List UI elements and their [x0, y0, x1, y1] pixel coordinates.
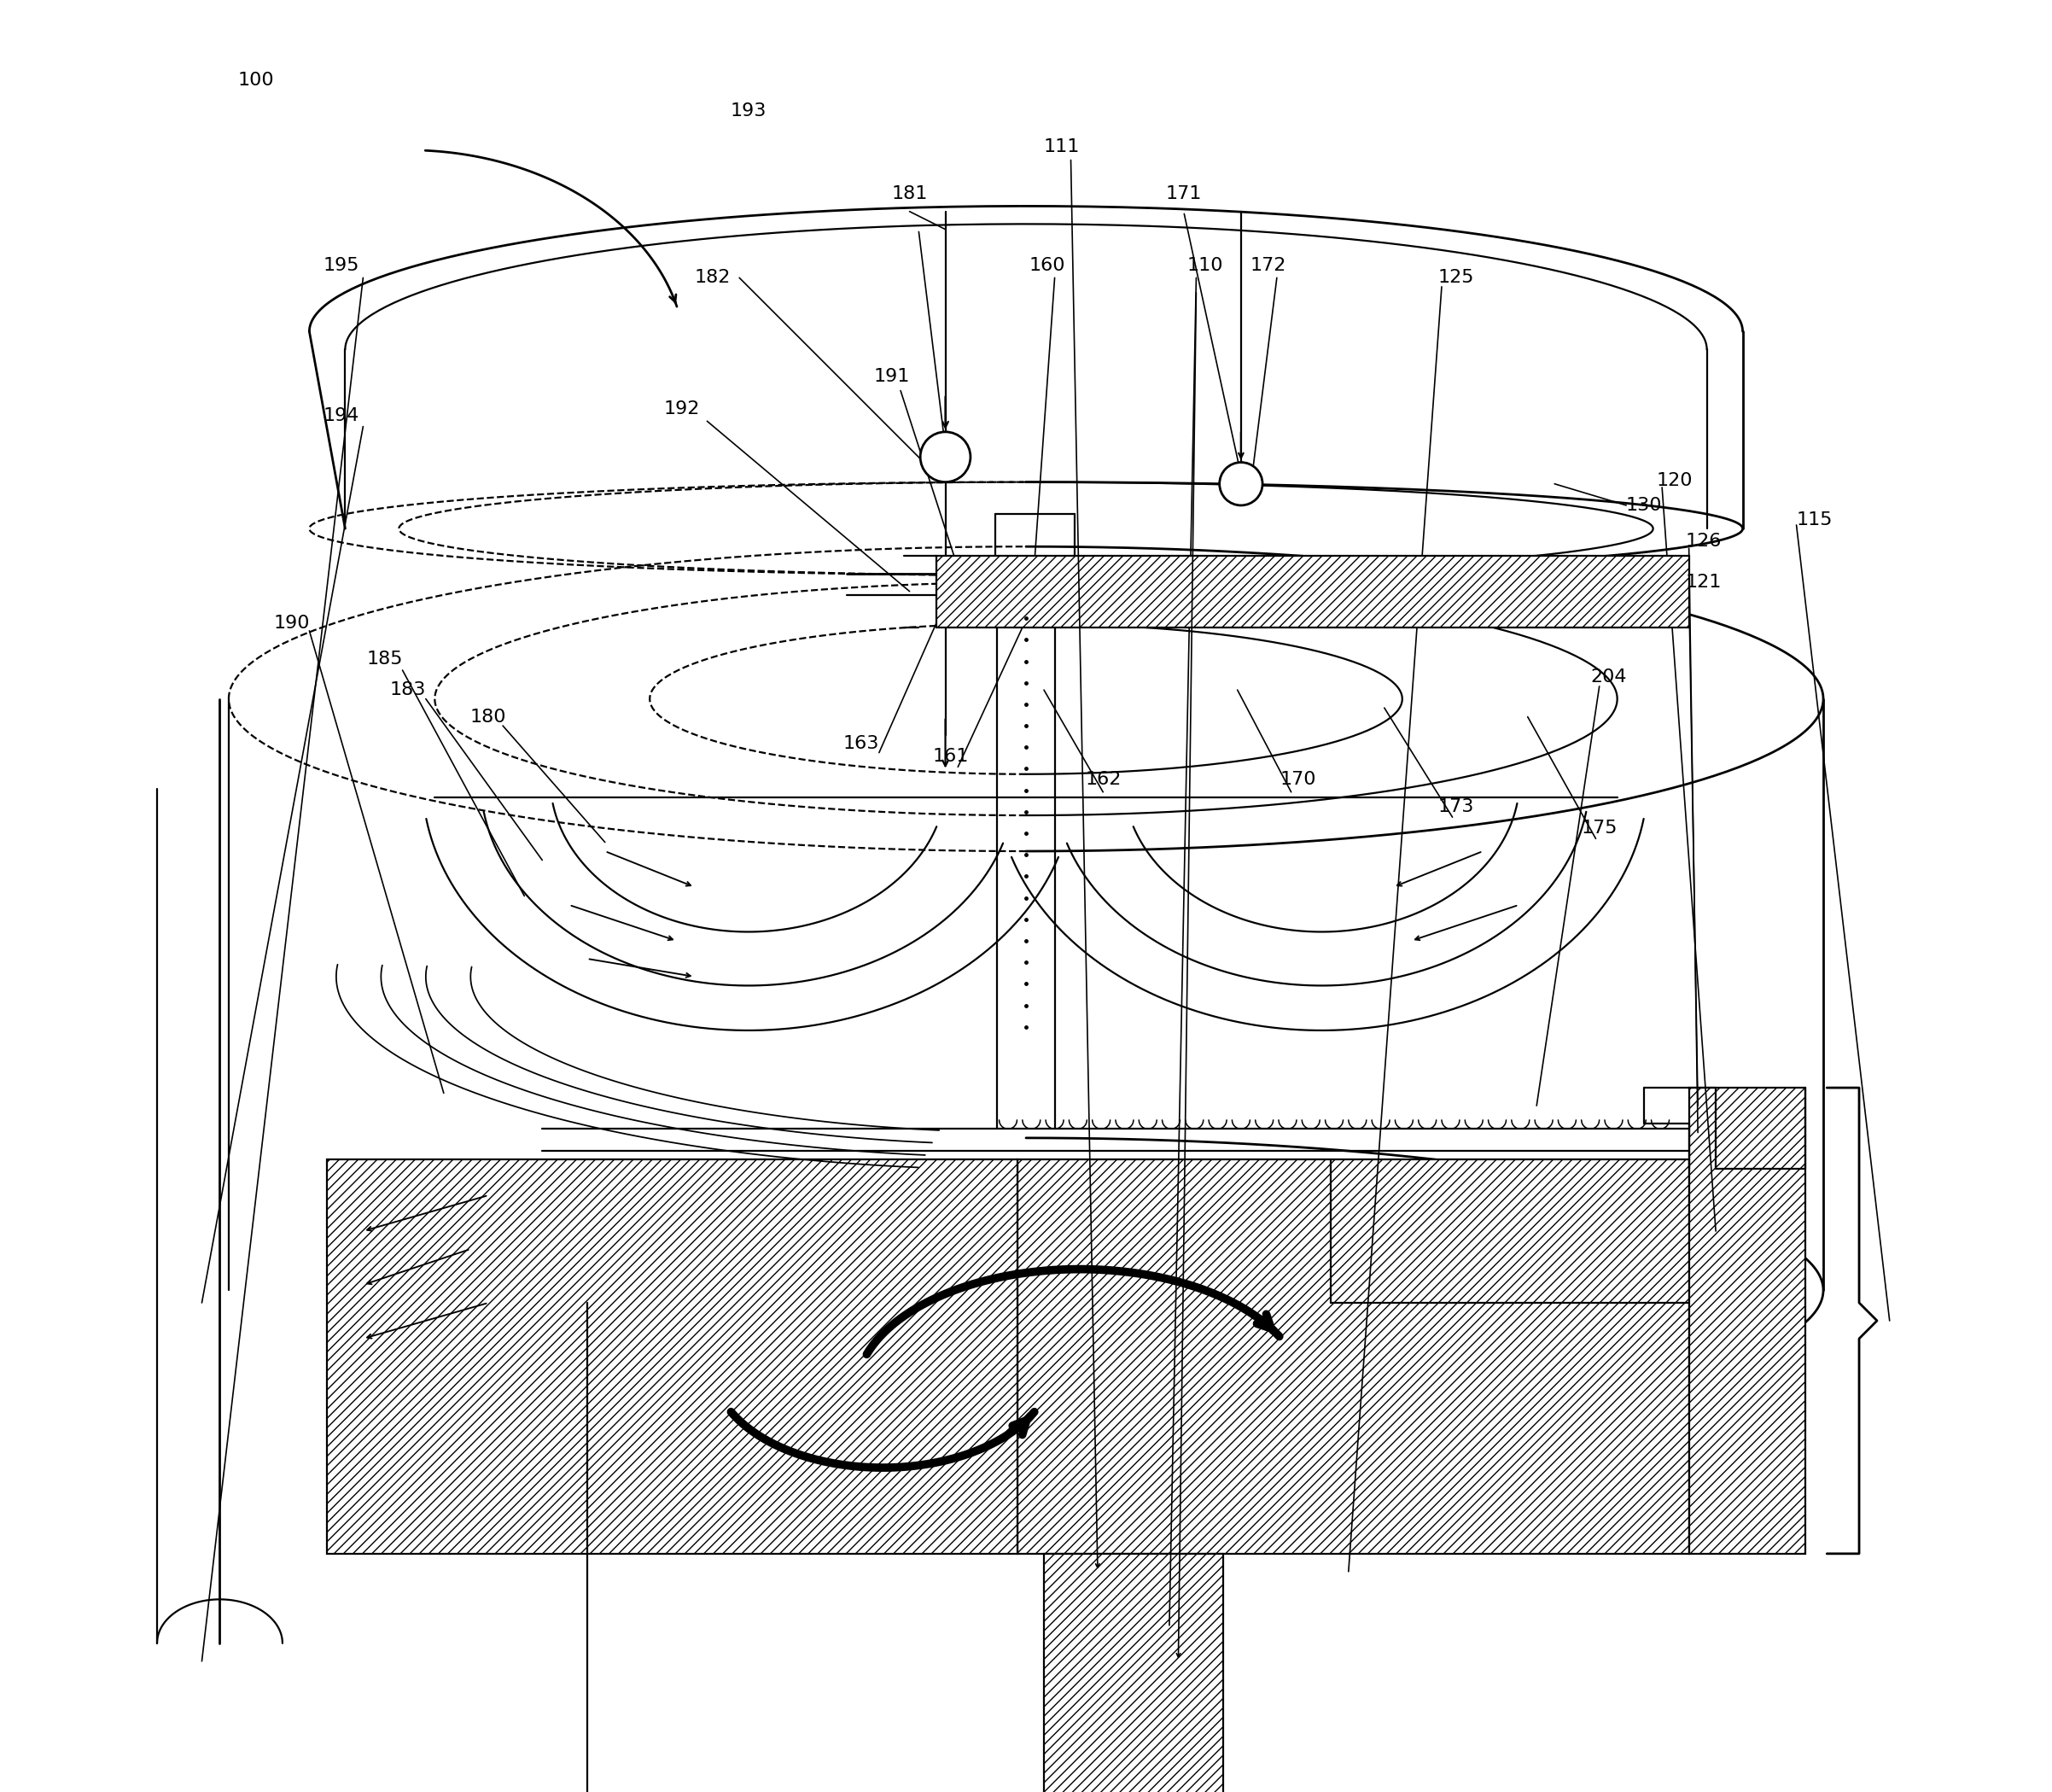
Text: 161: 161 — [934, 747, 969, 765]
Text: 100: 100 — [238, 72, 273, 90]
FancyBboxPatch shape — [1044, 1554, 1223, 1792]
Text: 115: 115 — [1796, 511, 1832, 529]
Text: 190: 190 — [273, 615, 310, 633]
Text: 181: 181 — [891, 185, 928, 202]
Text: 160: 160 — [1030, 256, 1065, 274]
Text: 162: 162 — [1086, 771, 1120, 788]
Text: 111: 111 — [1044, 138, 1079, 156]
Text: 183: 183 — [390, 681, 427, 699]
Text: 172: 172 — [1250, 256, 1287, 274]
Text: 175: 175 — [1582, 819, 1617, 837]
Circle shape — [919, 432, 971, 482]
Text: 192: 192 — [665, 400, 700, 418]
Text: 193: 193 — [731, 102, 765, 120]
Text: 120: 120 — [1656, 471, 1693, 489]
Text: 121: 121 — [1685, 573, 1722, 591]
Text: 163: 163 — [843, 735, 878, 753]
FancyBboxPatch shape — [936, 556, 1689, 627]
Text: 191: 191 — [874, 367, 909, 385]
Text: 171: 171 — [1166, 185, 1202, 202]
Text: 173: 173 — [1438, 797, 1473, 815]
Circle shape — [1219, 462, 1262, 505]
FancyBboxPatch shape — [1689, 1088, 1806, 1554]
Text: 110: 110 — [1186, 256, 1223, 274]
Text: 204: 204 — [1590, 668, 1627, 686]
Text: 182: 182 — [694, 269, 731, 287]
Text: 180: 180 — [470, 708, 507, 726]
FancyBboxPatch shape — [1018, 1159, 1689, 1554]
Text: 170: 170 — [1280, 771, 1317, 788]
Text: 195: 195 — [324, 256, 359, 274]
FancyBboxPatch shape — [326, 1159, 1018, 1554]
Text: 126: 126 — [1685, 532, 1722, 550]
Text: 194: 194 — [324, 407, 359, 425]
Text: 185: 185 — [367, 650, 402, 668]
Text: 125: 125 — [1438, 269, 1473, 287]
Text: 130: 130 — [1625, 496, 1662, 514]
